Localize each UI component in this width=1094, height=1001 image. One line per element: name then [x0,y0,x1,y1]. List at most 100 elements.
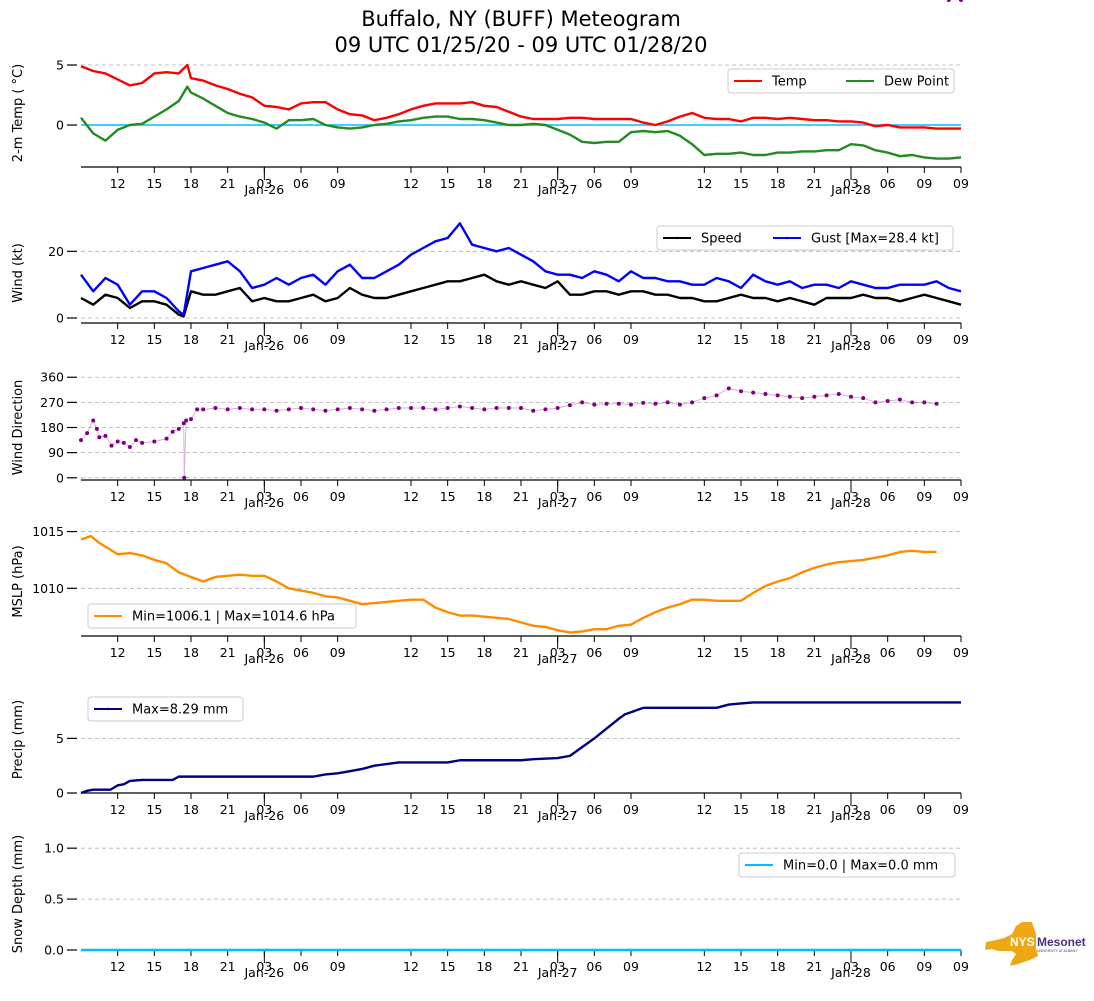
y-tick-label: 1.0 [44,841,64,856]
x-tick-label: 09 [953,332,969,347]
series-line-min [80,534,937,634]
x-tick-label: 06 [880,959,896,974]
data-point [103,433,108,438]
data-point [457,404,462,409]
data-point [910,400,915,405]
data-point [482,407,487,412]
data-point [787,394,792,399]
data-point [604,401,609,406]
data-point [372,408,377,413]
data-point [959,0,963,2]
x-tick-label: 15 [440,802,456,817]
x-tick-label: 09 [953,176,969,191]
x-date-tick-label: Jan-27 [537,965,578,980]
x-tick-label: 09 [916,802,932,817]
x-tick-label: 21 [806,645,822,660]
x-tick-label: 09 [330,176,346,191]
x-tick-label: 06 [293,645,309,660]
new-york-state-shape-icon [985,922,1038,966]
x-tick-label: 03 [843,802,859,817]
x-tick-label: 21 [220,176,236,191]
x-date-tick-label: Jan-27 [537,651,578,666]
x-date-tick-label: Jan-28 [830,965,871,980]
x-tick-label: 06 [586,645,602,660]
data-point [201,407,206,412]
x-tick-label: 18 [476,959,492,974]
panel-wind: 0 20 Wind (kt) 12 15 18 21 03 06 09 12 15 18 21 03 06 09… [11,222,969,353]
x-tick-label: 12 [696,489,712,504]
x-tick-label: 09 [330,959,346,974]
legend-label: Max=8.29 mm [132,703,228,718]
x-date-tick-label: Jan-27 [537,182,578,197]
x-tick-label: 21 [220,645,236,660]
data-point [812,394,817,399]
data-point [445,405,450,410]
x-tick-label: 15 [440,176,456,191]
data-point [140,440,145,445]
x-tick-label: 12 [696,802,712,817]
data-point [714,393,719,398]
data-point [360,407,365,412]
legend-label: Speed [701,232,742,247]
data-point [176,426,181,431]
data-point [213,405,218,410]
data-point [690,400,695,405]
x-tick-label: 18 [770,645,786,660]
x-tick-label: 18 [770,332,786,347]
x-tick-label: 03 [256,176,272,191]
x-tick-label: 03 [843,176,859,191]
panel-precipitation: 0 5 Precip (mm) 12 15 18 21 03 06 09 12 15 18 21 03 06 0… [11,696,969,823]
x-tick-label: 18 [770,176,786,191]
data-point [335,407,340,412]
x-tick-label: 03 [256,645,272,660]
x-tick-label: 06 [293,489,309,504]
logo-brand-text: Mesonet [1037,935,1086,949]
panel-temperature: 0 5 2-m Temp ( °C) 12 15 18 21 03 06 09 12 15 18 21 03… [11,58,969,198]
legend-marker [746,79,750,83]
data-point [323,408,328,413]
y-tick-label: 5 [56,731,64,746]
x-tick-label: 06 [293,332,309,347]
legend-frame [738,852,956,878]
x-tick-label: 06 [293,802,309,817]
data-point [824,393,829,398]
y-tick-label: 1010 [32,581,64,596]
data-point [555,405,560,410]
legend: Temp Dew Point [727,68,955,94]
x-tick-label: 15 [146,959,162,974]
data-point [433,407,438,412]
data-point [702,396,707,401]
legend-frame [727,68,955,94]
x-tick-label: 15 [733,645,749,660]
x-date-tick-label: Jan-26 [243,338,284,353]
x-tick-label: 15 [733,959,749,974]
chart-title-line1: Buffalo, NY (BUFF) Meteogram [361,7,681,31]
x-tick-label: 09 [623,959,639,974]
series-line-gust [80,222,962,316]
data-point [677,402,682,407]
legend-label: Min=1006.1 | Max=1014.6 hPa [132,610,335,625]
x-tick-label: 18 [183,802,199,817]
x-tick-label: 12 [110,489,126,504]
series-line-dew [80,85,962,160]
x-tick-label: 06 [880,802,896,817]
data-point [531,408,536,413]
x-date-tick-label: Jan-27 [537,808,578,823]
x-tick-label: 06 [880,645,896,660]
x-tick-label: 12 [696,645,712,660]
x-tick-label: 12 [403,959,419,974]
x-tick-label: 21 [220,959,236,974]
x-tick-label: 12 [696,176,712,191]
x-tick-label: 18 [770,489,786,504]
x-tick-label: 06 [586,959,602,974]
y-tick-label: 180 [40,420,64,435]
x-tick-label: 03 [550,489,566,504]
x-tick-label: 09 [916,489,932,504]
legend-label: Gust [Max=28.4 kt] [811,232,939,247]
data-point [861,396,866,401]
x-tick-label: 03 [843,645,859,660]
chart-title: Buffalo, NY (BUFF) Meteogram 09 UTC 01/2… [0,6,1042,58]
x-date-tick-label: Jan-28 [830,808,871,823]
panel-mslp: 1010 1015 MSLP (hPa) 12 15 18 21 03 06 09 12 15 18 21… [11,524,969,666]
